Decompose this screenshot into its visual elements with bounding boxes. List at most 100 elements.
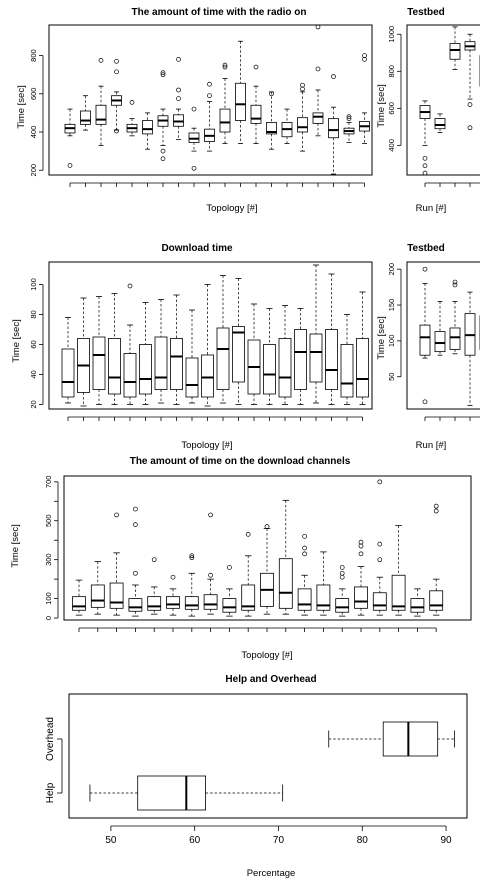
interquartile-box	[312, 112, 324, 124]
outlier-point	[129, 100, 135, 105]
download-channels-boxplot: The amount of time on the download chann…	[10, 456, 472, 661]
outlier-point	[208, 572, 213, 578]
interquartile-box	[90, 584, 105, 608]
radio-box-7	[157, 70, 169, 162]
channels-y-tick-label: 500	[44, 514, 53, 527]
radio-box-10	[204, 81, 215, 152]
outlier-point	[302, 545, 307, 551]
download-box-14	[263, 308, 276, 405]
outlier-point	[160, 70, 166, 76]
outlier-point	[433, 503, 439, 509]
interquartile-box	[449, 43, 461, 60]
download-box-6	[139, 302, 152, 405]
help-x-tick-label: 70	[273, 835, 285, 846]
help-x-tick-label: 90	[440, 835, 452, 846]
interquartile-box	[429, 590, 444, 611]
testbed1-y-tick-label: 600	[387, 102, 396, 115]
outlier-point	[358, 543, 364, 549]
interquartile-box	[372, 592, 387, 611]
testbed-1-ylabel: Time [sec]	[376, 84, 387, 127]
interquartile-box	[185, 357, 199, 398]
download-plot-frame	[48, 261, 373, 410]
channels-y-tick-label: 700	[44, 476, 53, 489]
interquartile-box	[297, 117, 308, 133]
interquartile-box	[201, 354, 214, 398]
channels-title: The amount of time on the download chann…	[130, 456, 351, 467]
radio-title: The amount of time with the radio on	[132, 7, 307, 18]
download-box-18	[325, 273, 338, 405]
channels-y-tick-label: 100	[44, 592, 53, 605]
interquartile-box	[72, 596, 86, 611]
outlier-point	[114, 128, 119, 134]
channels-box-5	[147, 557, 162, 615]
interquartile-box	[232, 326, 245, 383]
download-box-2	[77, 297, 90, 407]
testbed1-y-tick-label: 1000	[387, 26, 396, 43]
outlier-point	[114, 512, 119, 518]
channels-plot-frame	[63, 475, 472, 621]
interquartile-box	[325, 329, 338, 390]
channels-box-18	[391, 525, 406, 616]
interquartile-box	[419, 324, 431, 356]
radio-box-14	[266, 91, 277, 150]
radio-y-tick-label: 600	[29, 88, 38, 101]
radio-box-17	[312, 24, 324, 137]
download-title: Download time	[161, 243, 233, 254]
outlier-point	[339, 574, 345, 580]
radio-box-11	[219, 62, 231, 144]
outlier-point	[315, 66, 321, 72]
channels-box-6	[166, 574, 180, 616]
interquartile-box	[142, 120, 153, 135]
interquartile-box	[154, 336, 168, 390]
help-box-overhead	[328, 721, 455, 757]
radio-box-20	[359, 53, 370, 144]
outlier-point	[452, 279, 458, 285]
download-box-11	[216, 275, 230, 404]
radio-box-13	[250, 64, 262, 144]
interquartile-box	[328, 118, 339, 139]
channels-box-14	[316, 551, 331, 616]
radio-time-boxplot: The amount of time with the radio on Top…	[16, 7, 373, 214]
outlier-point	[176, 87, 181, 93]
outlier-point	[160, 72, 166, 78]
outlier-point	[207, 81, 212, 87]
radio-box-15	[281, 108, 293, 144]
outlier-point	[227, 565, 232, 570]
outlier-point	[133, 506, 138, 512]
channels-box-20	[429, 503, 444, 616]
outlier-point	[339, 565, 345, 570]
channels-box-2	[90, 561, 105, 615]
radio-box-2	[80, 95, 91, 131]
testbed2-box-1	[419, 266, 431, 405]
interquartile-box	[340, 344, 354, 398]
testbed1-y-tick-label: 400	[387, 139, 396, 152]
channels-box-8	[203, 512, 218, 615]
channels-box-10	[241, 532, 256, 617]
outlier-point	[302, 533, 307, 539]
download-y-tick-label: 60	[29, 340, 38, 348]
download-box-17	[309, 264, 323, 404]
help-x-tick-label: 60	[189, 835, 201, 846]
channels-box-12	[278, 499, 293, 615]
interquartile-box	[235, 82, 246, 121]
outlier-point	[377, 479, 383, 485]
outlier-point	[362, 53, 367, 58]
interquartile-box	[184, 596, 199, 610]
outlier-point	[346, 114, 352, 120]
download-box-12	[232, 278, 245, 405]
radio-box-6	[142, 112, 153, 150]
outlier-point	[422, 266, 428, 272]
outlier-point	[467, 102, 473, 107]
interquartile-box	[137, 775, 206, 811]
outlier-point	[422, 399, 428, 405]
outlier-point	[377, 541, 383, 547]
channels-box-16	[354, 539, 368, 616]
channels-box-11	[260, 524, 274, 615]
outlier-point	[189, 553, 195, 559]
outlier-point	[207, 93, 212, 99]
download-y-tick-label: 100	[29, 278, 38, 291]
interquartile-box	[170, 338, 183, 390]
outlier-point	[467, 125, 473, 131]
interquartile-box	[92, 336, 106, 390]
